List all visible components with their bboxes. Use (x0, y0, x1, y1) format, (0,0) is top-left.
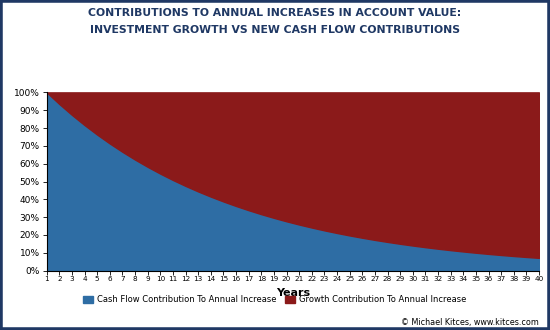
Text: © Michael Kitces, www.kitces.com: © Michael Kitces, www.kitces.com (401, 318, 539, 327)
Text: CONTRIBUTIONS TO ANNUAL INCREASES IN ACCOUNT VALUE:: CONTRIBUTIONS TO ANNUAL INCREASES IN ACC… (89, 8, 461, 18)
Legend: Cash Flow Contribution To Annual Increase, Growth Contribution To Annual Increas: Cash Flow Contribution To Annual Increas… (80, 292, 470, 308)
X-axis label: Years: Years (276, 288, 310, 298)
Text: INVESTMENT GROWTH VS NEW CASH FLOW CONTRIBUTIONS: INVESTMENT GROWTH VS NEW CASH FLOW CONTR… (90, 25, 460, 35)
